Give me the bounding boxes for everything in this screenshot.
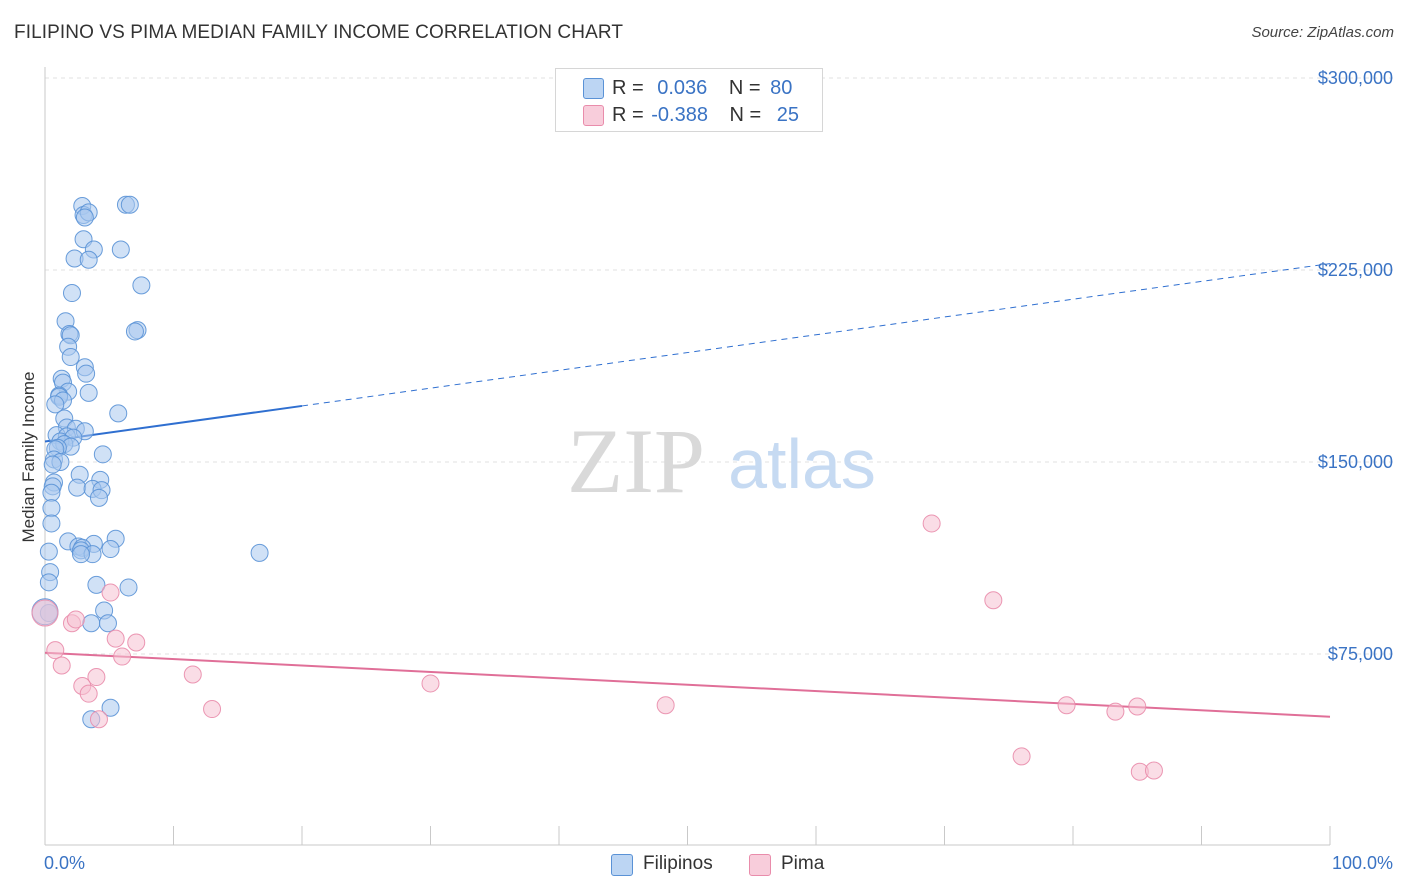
- data-point: [79, 684, 98, 703]
- y-tick-label: $75,000: [1328, 644, 1393, 664]
- y-axis-label: Median Family Income: [19, 371, 38, 542]
- data-point: [39, 542, 58, 561]
- data-point: [42, 514, 61, 533]
- data-point: [125, 322, 144, 341]
- data-point: [61, 348, 80, 367]
- data-point: [89, 488, 108, 507]
- legend-text-filipinos: R = 0.036 N = 80: [612, 77, 792, 100]
- data-point: [656, 696, 675, 715]
- data-point: [127, 633, 146, 652]
- x-tick-label-max: 100.0%: [1332, 853, 1393, 873]
- data-point: [132, 276, 151, 295]
- data-point: [77, 364, 96, 383]
- data-point: [101, 540, 120, 559]
- data-point: [89, 710, 108, 729]
- data-point: [66, 610, 85, 629]
- axes: [44, 67, 1331, 846]
- data-point: [93, 445, 112, 464]
- data-point: [984, 591, 1003, 610]
- data-point: [42, 483, 61, 502]
- data-point: [68, 478, 87, 497]
- series-swatch-pink: [749, 854, 771, 876]
- data-point: [87, 575, 106, 594]
- series-pima-points: [31, 514, 1163, 781]
- legend-text-pima: R = -0.388 N = 25: [612, 104, 799, 127]
- data-point: [1128, 697, 1147, 716]
- watermark: ZIP atlas: [567, 410, 876, 512]
- data-point: [75, 208, 94, 227]
- data-point: [79, 383, 98, 402]
- data-point: [87, 668, 106, 687]
- data-point: [42, 499, 61, 518]
- grid-lines: [45, 77, 1393, 655]
- legend-r-value: -0.388: [651, 104, 708, 126]
- series-label-filipinos: Filipinos: [643, 853, 713, 874]
- data-point: [31, 599, 59, 627]
- series-filipinos-points: [31, 195, 269, 729]
- data-point: [79, 250, 98, 269]
- data-point: [120, 195, 139, 214]
- data-point: [1012, 747, 1031, 766]
- data-point: [119, 578, 138, 597]
- legend-swatch-blue: [583, 78, 604, 99]
- data-point: [101, 698, 120, 717]
- data-point: [1144, 761, 1163, 780]
- legend-r-value: 0.036: [657, 77, 708, 99]
- data-point: [421, 674, 440, 693]
- data-point: [109, 404, 128, 423]
- data-point: [46, 395, 65, 414]
- data-point: [106, 629, 125, 648]
- data-point: [101, 583, 120, 602]
- source-label: Source: ZipAtlas.com: [1251, 24, 1394, 41]
- data-point: [62, 284, 81, 303]
- legend-n-value: 25: [776, 104, 800, 126]
- data-point: [98, 614, 117, 633]
- data-point: [39, 573, 58, 592]
- legend-n-label: N =: [728, 77, 761, 99]
- data-point: [71, 545, 90, 564]
- data-point: [922, 514, 941, 533]
- y-tick-label: $300,000: [1318, 68, 1393, 88]
- chart-title: FILIPINO VS PIMA MEDIAN FAMILY INCOME CO…: [14, 22, 624, 43]
- legend-r-label: R =: [612, 77, 644, 99]
- series-swatch-blue: [611, 854, 633, 876]
- y-tick-labels: $75,000 $150,000 $225,000 $300,000: [1318, 68, 1393, 664]
- watermark-atlas: atlas: [728, 425, 876, 503]
- correlation-legend: R = 0.036 N = 80 R = -0.388 N = 25: [555, 68, 823, 132]
- series-legend: Filipinos Pima: [0, 852, 1406, 878]
- data-point: [111, 240, 130, 259]
- data-point: [1106, 702, 1125, 721]
- data-point: [113, 647, 132, 666]
- watermark-zip: ZIP: [567, 410, 705, 512]
- legend-n-value: 80: [770, 77, 793, 99]
- trend-line-filipinos-dashed: [301, 263, 1331, 407]
- data-point: [52, 656, 71, 675]
- y-tick-label: $225,000: [1318, 260, 1393, 280]
- legend-swatch-pink: [583, 105, 604, 126]
- data-point: [1057, 696, 1076, 715]
- data-point: [250, 543, 269, 562]
- legend-r-label: R =: [612, 104, 644, 126]
- data-point: [203, 700, 222, 719]
- data-point: [183, 665, 202, 684]
- y-tick-label: $150,000: [1318, 452, 1393, 472]
- x-tick-label-min: 0.0%: [44, 853, 85, 873]
- series-label-pima: Pima: [781, 853, 825, 874]
- data-point: [46, 641, 65, 660]
- legend-n-label: N =: [729, 104, 762, 126]
- data-points: [31, 195, 1163, 781]
- data-point: [82, 614, 101, 633]
- data-point: [43, 455, 62, 474]
